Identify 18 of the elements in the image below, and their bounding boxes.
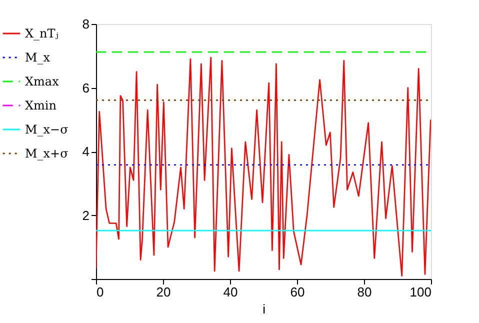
legend-label: M_x [25, 50, 50, 64]
y-tick-label: 6 [82, 80, 90, 96]
x-axis-title: i [262, 302, 266, 316]
x-tick-label: 100 [410, 284, 432, 300]
x-tick-label: 20 [156, 284, 171, 300]
x-tick-label: 80 [357, 284, 372, 300]
legend-label: Xmin [25, 98, 57, 112]
y-tick-label: 4 [82, 144, 90, 159]
legend-label: M_x−σ [25, 122, 68, 136]
y-tick-label: 2 [82, 208, 90, 223]
y-tick-label: 8 [82, 16, 90, 32]
legend-label: Xmax [25, 74, 60, 88]
legend-label: M_x+σ [25, 146, 68, 160]
x-tick-label: 40 [223, 284, 238, 300]
x-tick-label: 0 [96, 284, 104, 300]
x-tick-label: 60 [290, 284, 305, 300]
line-series [96, 56, 431, 276]
legend-label: X_nTⱼ [25, 26, 58, 40]
